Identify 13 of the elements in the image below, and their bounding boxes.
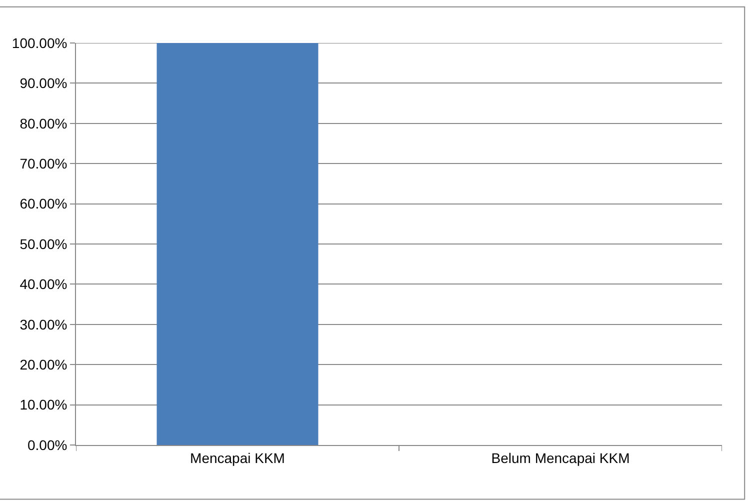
y-tick-label: 50.00% <box>20 236 68 252</box>
y-tick-label: 30.00% <box>20 316 68 332</box>
x-tick-label: Belum Mencapai KKM <box>491 450 630 466</box>
y-tick-label: 100.00% <box>12 34 68 51</box>
y-tick-label: 40.00% <box>20 276 68 292</box>
y-tick-label: 70.00% <box>20 156 68 172</box>
y-tick-label: 0.00% <box>27 436 68 453</box>
y-tick-label: 10.00% <box>20 396 68 413</box>
y-tick-label: 80.00% <box>20 115 68 132</box>
y-tick-label: 20.00% <box>20 356 68 372</box>
y-tick-label: 90.00% <box>20 75 68 92</box>
x-tick-label: Mencapai KKM <box>190 450 285 466</box>
y-tick-label: 60.00% <box>20 196 68 212</box>
